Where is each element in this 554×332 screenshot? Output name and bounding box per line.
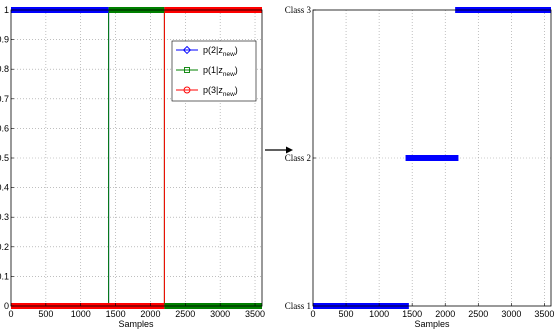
x-tick-label: 2000	[435, 309, 455, 319]
y-tick-label: Class 3	[285, 5, 312, 15]
legend-entry-p1: p(1|znew)	[176, 65, 238, 78]
left-xlabel: Samples	[118, 319, 154, 329]
legend-sub-p2: new	[223, 51, 235, 58]
y-tick-label: 0.8	[0, 64, 9, 74]
x-tick-label: 2500	[175, 309, 195, 319]
x-tick-label: 3500	[534, 309, 554, 319]
legend-sub-p1: new	[223, 71, 235, 78]
legend-label-p2: p(2|z	[203, 45, 223, 55]
x-tick-label: 3000	[210, 309, 230, 319]
x-tick-label: 0	[8, 309, 13, 319]
legend-entry-p3: p(3|znew)	[176, 85, 238, 98]
x-tick-label: 500	[38, 309, 53, 319]
legend-suffix-p1: )	[235, 65, 238, 75]
svg-text:p(1|znew): p(1|znew)	[203, 65, 238, 78]
x-tick-label: 500	[339, 309, 354, 319]
y-tick-label: 0.4	[0, 183, 9, 193]
x-tick-label: 1500	[402, 309, 422, 319]
right-arrow-icon	[265, 146, 293, 154]
legend-label-p1: p(1|z	[203, 65, 223, 75]
posterior-probability-chart: 0 500 1000 1500 2000 2500 3000 3500 0 0.1 0.2 0.3 0.…	[0, 5, 265, 329]
x-tick-label: 1000	[369, 309, 389, 319]
right-grid	[313, 10, 551, 306]
y-tick-label: 0.1	[0, 271, 9, 281]
legend-suffix-p3: )	[235, 85, 238, 95]
diamond-marker-icon	[182, 45, 192, 55]
y-tick-label: Class 1	[285, 301, 311, 311]
y-tick-label: 0.3	[0, 212, 9, 222]
y-tick-label: 1	[4, 5, 9, 15]
left-grid	[11, 10, 262, 306]
y-tick-label: 0.2	[0, 242, 9, 252]
y-tick-label: 0.6	[0, 123, 9, 133]
square-marker-icon	[184, 67, 190, 73]
legend-box	[171, 40, 257, 102]
x-tick-label: 3500	[245, 309, 265, 319]
legend-entry-p2: p(2|znew)	[176, 45, 238, 58]
circle-marker-icon	[183, 86, 191, 94]
legend-suffix-p2: )	[235, 45, 238, 55]
x-tick-label: 1000	[71, 309, 91, 319]
svg-text:p(2|znew): p(2|znew)	[203, 45, 238, 58]
right-ticks: 0 500 1000 1500 2000 2500 3000 3500 Class 1 Class…	[285, 5, 554, 319]
class-assignment-chart: 0 500 1000 1500 2000 2500 3000 3500 Class 1 Class…	[285, 5, 554, 329]
y-tick-label: 0.5	[0, 153, 9, 163]
y-tick-label: 0.7	[0, 94, 9, 104]
right-xlabel: Samples	[414, 319, 450, 329]
x-tick-label: 0	[310, 309, 315, 319]
x-tick-label: 1500	[106, 309, 126, 319]
y-tick-label: 0	[4, 301, 9, 311]
y-tick-label: 0.9	[0, 35, 9, 45]
y-tick-label: Class 2	[285, 153, 311, 163]
x-tick-label: 2000	[140, 309, 160, 319]
left-ticks: 0 500 1000 1500 2000 2500 3000 3500 0 0.1 0.2 0.3 0.…	[0, 5, 265, 319]
legend-sub-p3: new	[223, 91, 235, 98]
legend-label-p3: p(3|z	[203, 85, 223, 95]
svg-text:p(3|znew): p(3|znew)	[203, 85, 238, 98]
x-tick-label: 2500	[468, 309, 488, 319]
x-tick-label: 3000	[501, 309, 521, 319]
legend: p(2|znew) p(1|znew) p(3|znew)	[171, 40, 257, 102]
